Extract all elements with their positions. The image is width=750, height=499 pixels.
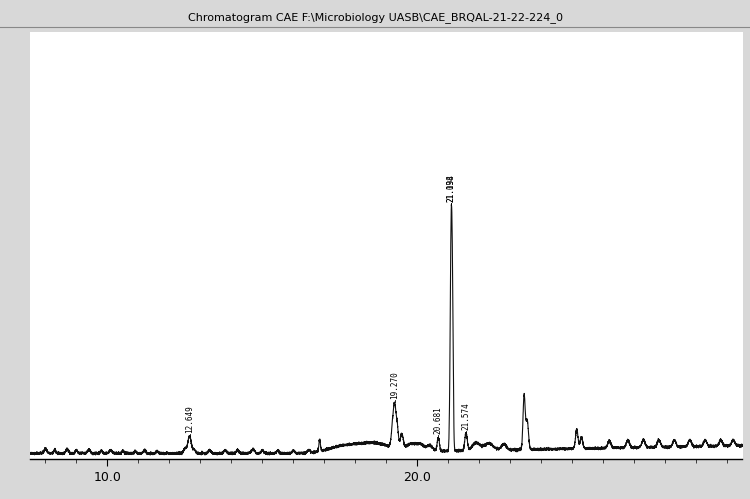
Text: 21.138: 21.138 [447,174,456,202]
Text: 21.574: 21.574 [461,402,470,430]
Text: Chromatogram CAE F:\Microbiology UASB\CAE_BRQAL-21-22-224_0: Chromatogram CAE F:\Microbiology UASB\CA… [188,12,562,23]
Text: 21.094: 21.094 [447,174,456,202]
Text: 19.270: 19.270 [390,372,399,399]
Text: 20.681: 20.681 [433,407,442,435]
Text: 12.649: 12.649 [185,405,194,433]
